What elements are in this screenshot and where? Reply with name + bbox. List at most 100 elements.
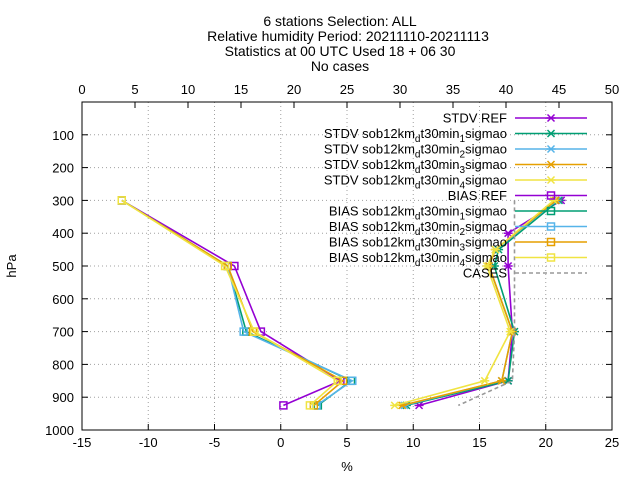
x2-tick-label: 5 [131,82,138,97]
series-5 [117,196,345,410]
legend-item: STDV sob12kmdt30min1sigmao [324,126,587,145]
data-point [305,401,315,410]
chart-title-block: 6 stations Selection: ALL Relative humid… [207,13,489,74]
legend-label: BIAS sob12kmdt30min1sigmao [329,204,507,223]
x2-tick-label: 45 [552,82,566,97]
y-tick-label: 1000 [45,423,74,438]
y-tick-label: 400 [52,226,74,241]
y-tick-label: 500 [52,259,74,274]
x2-tick-label: 20 [287,82,301,97]
legend-item: STDV REF [443,111,587,126]
x2-tick-label: 25 [340,82,354,97]
legend-item: STDV sob12kmdt30min2sigmao [324,142,587,161]
series-group [117,196,566,410]
y-tick-label: 900 [52,390,74,405]
x-tick-label: 0 [277,435,284,450]
chart-title-line-4: No cases [311,58,369,74]
series-8 [117,196,348,410]
chart-title-line-2: Relative humidity Period: 20211110-20211… [207,28,489,44]
series-line [121,199,340,406]
legend-item: STDV sob12kmdt30min4sigmao [324,173,587,192]
data-point [505,327,515,336]
data-point [390,401,400,410]
legend-item: STDV sob12kmdt30min3sigmao [324,157,587,176]
data-point [348,376,357,386]
y-axis-label: hPa [4,254,19,278]
x-tick-label: 25 [605,435,619,450]
y-tick-label: 600 [52,292,74,307]
legend-label: BIAS sob12kmdt30min4sigmao [329,250,507,269]
data-point [503,261,513,271]
legend-item: BIAS sob12kmdt30min3sigmao [329,235,587,254]
legend-marker [546,237,556,247]
legend-marker [546,160,556,169]
series-line [121,199,354,407]
x-tick-label: -5 [209,435,221,450]
x-tick-label: 15 [472,435,486,450]
y-tick-label: 700 [52,325,74,340]
legend-label: CASES [463,266,507,281]
x-tick-label: -10 [139,435,158,450]
legend-label: STDV sob12kmdt30min1sigmao [324,126,507,145]
legend-item: BIAS sob12kmdt30min2sigmao [329,219,587,238]
legend-marker [546,129,556,138]
series-line [121,199,343,407]
series-4 [390,196,559,410]
series-line [394,199,555,407]
data-point [279,401,288,410]
legend-marker [546,253,556,262]
x-tick-label: -15 [73,435,92,450]
y-tick-label: 800 [52,357,74,372]
legend-label: BIAS sob12kmdt30min3sigmao [329,235,507,254]
legend-item: CASES [463,266,587,281]
x2-tick-label: 10 [181,82,195,97]
data-point [490,245,500,254]
y-tick-label: 200 [52,161,74,176]
x2-tick-label: 40 [499,82,513,97]
y-tick-label: 100 [52,128,74,143]
legend-marker [546,222,556,231]
x2-tick-label: 0 [78,82,85,97]
data-point [239,327,248,336]
axes-group: -15 -10 -5 0 5 10 15 20 25 0 5 10 15 20 25 30 35 40 45 50 10… [45,82,619,450]
x2-tick-label: 30 [393,82,407,97]
series-line [121,199,345,407]
data-point [220,261,230,271]
legend-marker [546,191,556,200]
series-line [406,199,560,407]
legend-label: STDV sob12kmdt30min4sigmao [324,173,507,192]
data-point [333,376,342,386]
chart-title-line-1: 6 stations Selection: ALL [263,13,417,29]
legend-item: BIAS REF [448,188,587,203]
legend-marker [546,144,556,154]
x2-tick-label: 50 [605,82,619,97]
x-tick-label: 20 [539,435,553,450]
series-7 [117,196,357,410]
chart-title-line-3: Statistics at 00 UTC Used 18 + 06 30 [225,43,456,59]
data-point [549,196,559,205]
x-tick-label: 5 [343,435,350,450]
x2-tick-label: 35 [446,82,460,97]
legend-marker [546,113,556,123]
legend-label: STDV sob12kmdt30min3sigmao [324,157,507,176]
data-point [338,376,348,386]
data-point [503,229,513,238]
data-point [482,261,492,271]
series-line [457,200,516,407]
legend-marker [546,175,556,185]
x-axis-label: % [341,459,353,474]
legend-label: STDV sob12kmdt30min2sigmao [324,142,507,161]
grid-lines [82,102,612,430]
data-point [497,376,507,385]
legend-label: STDV REF [443,111,507,126]
legend-label: BIAS REF [448,188,507,203]
y-tick-label: 300 [52,193,74,208]
x-tick-label: 10 [406,435,420,450]
legend-label: BIAS sob12kmdt30min2sigmao [329,219,507,238]
data-point [250,327,259,336]
legend-marker [546,206,556,216]
x2-tick-label: 15 [234,82,248,97]
data-point [480,376,490,385]
